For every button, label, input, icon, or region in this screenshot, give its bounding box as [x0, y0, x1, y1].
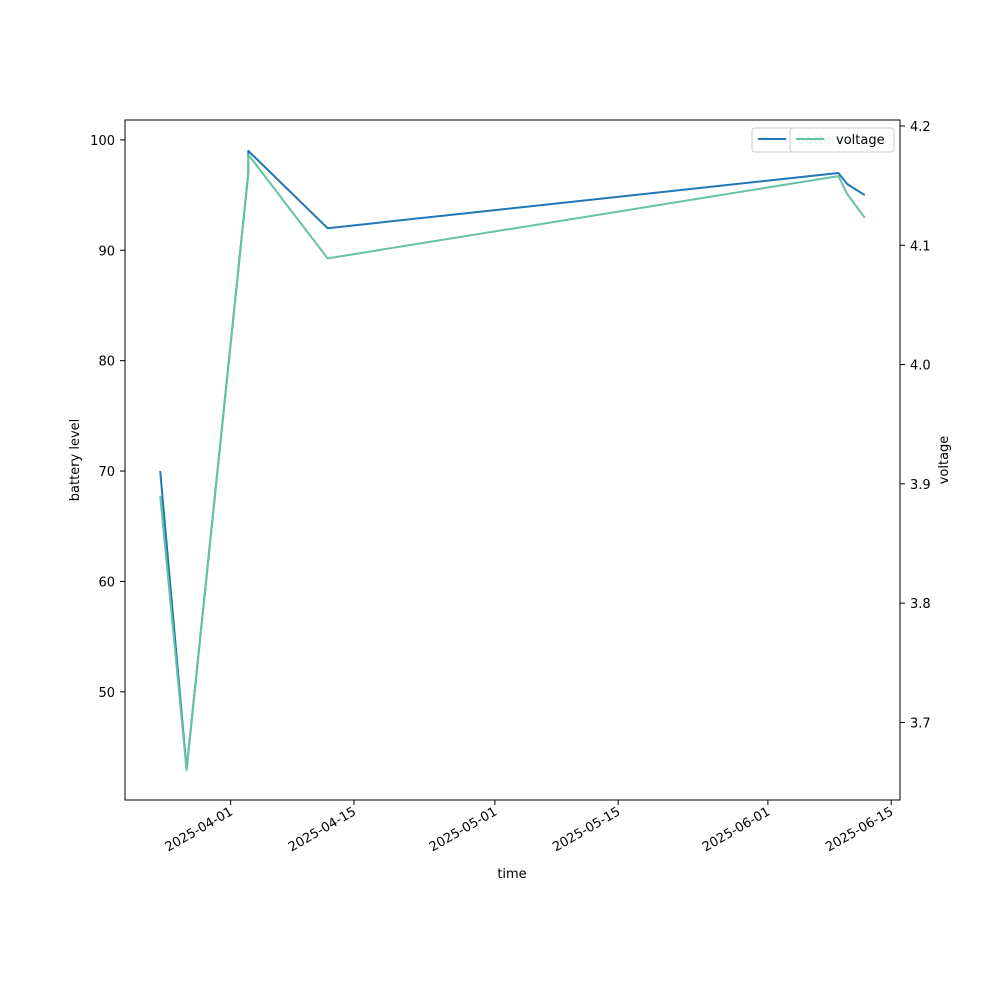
legend-voltage-label: voltage [836, 133, 885, 148]
x-tick-label: 2025-04-15 [286, 804, 359, 855]
x-tick-label: 2025-05-15 [550, 804, 623, 855]
y2-axis-ticks: 3.7 3.8 3.9 4.0 4.1 4.2 [900, 120, 931, 731]
y2-tick-label: 4.0 [910, 359, 931, 374]
x-tick-label: 2025-04-01 [163, 804, 236, 855]
legend-voltage: voltage [789, 127, 895, 153]
y-tick-label: 90 [98, 244, 115, 259]
y-tick-label: 70 [98, 465, 115, 480]
y-tick-label: 100 [90, 134, 115, 149]
y2-tick-label: 4.2 [910, 120, 931, 135]
y-tick-label: 80 [98, 355, 115, 370]
series-line-battery [159, 149, 866, 771]
y-axis-label: battery level [68, 419, 83, 502]
series-line-voltage [159, 153, 866, 772]
x-axis-label: time [497, 867, 526, 882]
plot-frame [124, 119, 901, 801]
y2-axis-label: voltage [937, 436, 952, 485]
y2-tick-label: 3.7 [910, 716, 931, 731]
x-tick-label: 2025-06-15 [823, 804, 896, 855]
x-tick-label: 2025-05-01 [427, 804, 500, 855]
y-tick-label: 60 [98, 575, 115, 590]
series-layer [159, 149, 866, 772]
y2-tick-label: 3.8 [910, 597, 931, 612]
y-tick-label: 50 [98, 686, 115, 701]
x-tick-label: 2025-06-01 [700, 804, 773, 855]
y2-tick-label: 3.9 [910, 478, 931, 493]
x-axis-ticks: 2025-04-01 2025-04-15 2025-05-01 2025-05-15… [163, 800, 896, 855]
y2-tick-label: 4.1 [910, 239, 931, 254]
y-axis-ticks: 50 60 70 80 90 100 [90, 134, 125, 701]
